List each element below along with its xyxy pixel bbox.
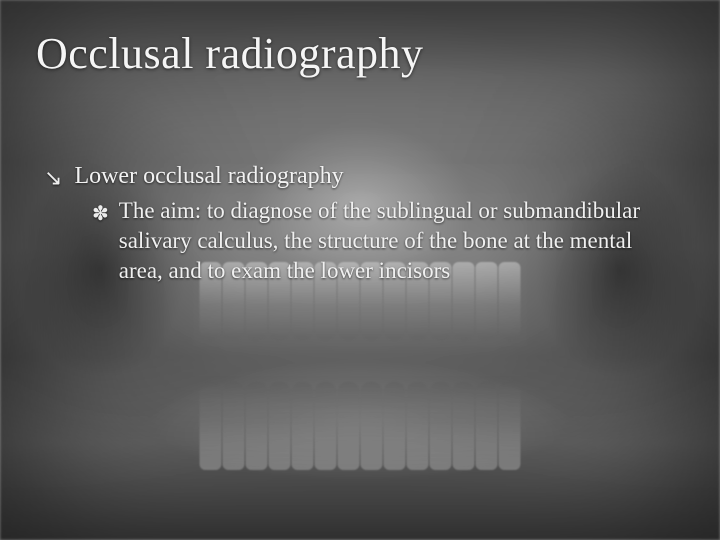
sub-bullet-text: The aim: to diagnose of the sublingual o… xyxy=(119,196,679,286)
bullet-level-1: ↘ Lower occlusal radiography xyxy=(44,161,684,192)
bullet-level-2: ✽ The aim: to diagnose of the sublingual… xyxy=(92,196,684,286)
bullet-text: Lower occlusal radiography xyxy=(74,161,343,192)
lower-teeth-illustration xyxy=(200,382,521,470)
slide-title: Occlusal radiography xyxy=(36,28,684,79)
bullet-arrow-icon: ↘ xyxy=(44,165,62,191)
slide-content: Occlusal radiography ↘ Lower occlusal ra… xyxy=(0,0,720,285)
sub-bullet-flower-icon: ✽ xyxy=(92,201,109,226)
